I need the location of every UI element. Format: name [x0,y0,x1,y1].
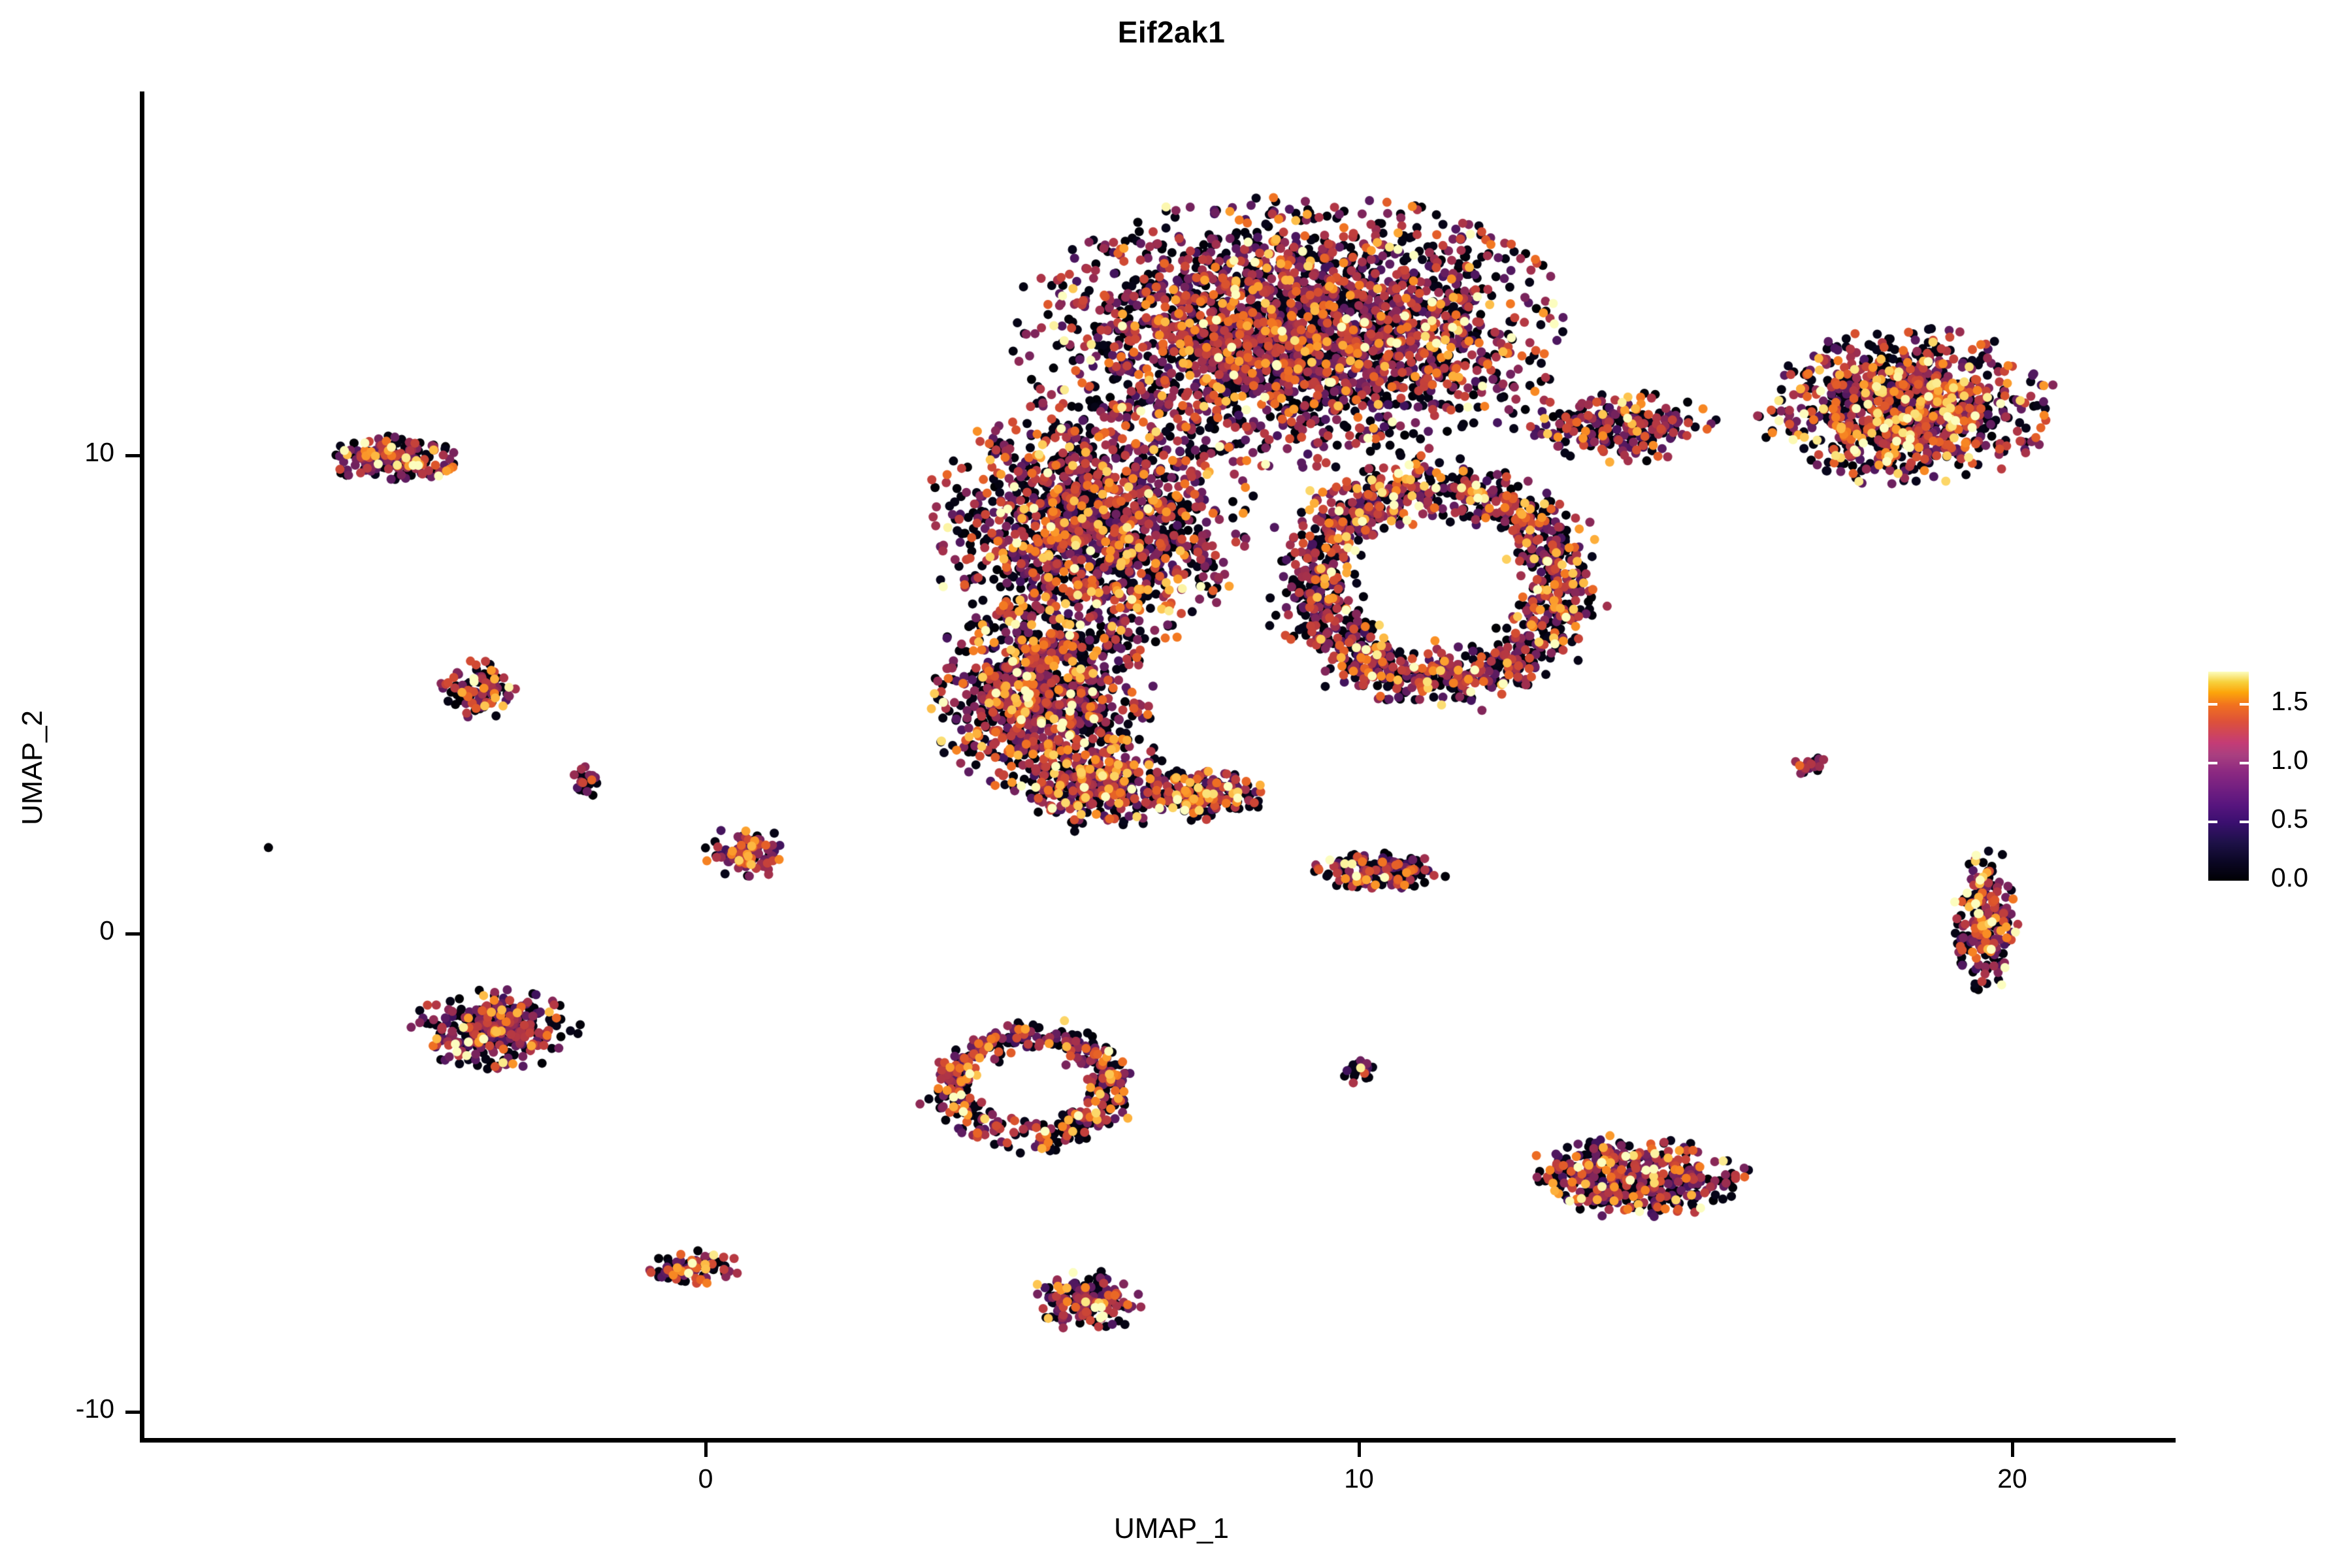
colorbar-tick-mark [2240,821,2249,824]
colorbar-legend: 0.0 0.5 1.0 1.5 [2208,672,2308,892]
x-tick-mark [1358,1443,1361,1457]
colorbar-gradient [2208,672,2249,881]
colorbar-tick-label: 0.5 [2271,804,2308,834]
y-tick-label: 0 [99,915,114,945]
colorbar-tick-mark [2208,762,2217,765]
y-tick-label: -10 [75,1394,114,1424]
page-title: Eif2ak1 [1117,15,1226,49]
x-tick-label: 0 [698,1463,713,1494]
y-tick-mark [125,453,140,457]
colorbar-tick-mark [2208,703,2217,706]
x-tick-mark [704,1443,708,1457]
y-axis-line [140,91,144,1443]
x-axis-title: UMAP_1 [1113,1512,1230,1544]
colorbar-tick-mark [2208,821,2217,824]
colorbar-tick-label: 1.0 [2271,745,2308,776]
plot-panel [144,91,2176,1441]
y-tick-mark [125,1411,140,1414]
colorbar-tick-mark [2240,703,2249,706]
colorbar-tick-label: 1.5 [2271,686,2308,717]
y-tick-mark [125,932,140,936]
scatter-points-layer [144,91,2176,1441]
x-tick-mark [2011,1443,2014,1457]
y-tick-label: 10 [84,436,114,467]
x-tick-label: 10 [1344,1463,1374,1494]
x-tick-label: 20 [1997,1463,2027,1494]
y-axis-title: UMAP_2 [16,710,48,826]
colorbar-tick-label: 0.0 [2271,862,2308,892]
x-axis-line [140,1438,2176,1443]
colorbar-tick-mark [2240,762,2249,765]
